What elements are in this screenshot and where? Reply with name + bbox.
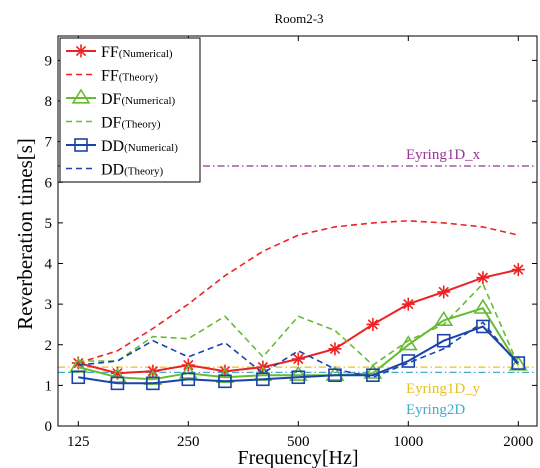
y-tick-label: 8 [45, 94, 53, 110]
x-tick-label: 250 [177, 434, 200, 450]
reference-lines: Eyring1D_x Eyring1D_y Eyring2D [58, 147, 537, 418]
legend-marker [71, 88, 91, 104]
legend-entry: DD(Theory) [101, 162, 164, 179]
data-point [108, 367, 127, 383]
data-point-stroke [513, 264, 524, 275]
data-point [291, 370, 306, 385]
legend-series-name: DF [101, 115, 122, 132]
y-tick-label: 7 [45, 135, 53, 151]
legend-entry: DF(Theory) [101, 115, 161, 132]
y-tick-label: 3 [45, 297, 53, 313]
data-point-stroke [293, 353, 304, 365]
legend-series-qualifier: (Numerical) [124, 142, 178, 154]
data-point [325, 365, 345, 381]
data-point [218, 374, 232, 389]
data-point-stroke [367, 319, 379, 330]
data-point [366, 317, 380, 331]
legend-series-name: DD [101, 162, 124, 179]
x-tick-label: 500 [287, 434, 310, 450]
data-point [71, 370, 86, 385]
y-tick-label: 6 [45, 175, 53, 191]
data-point [146, 376, 160, 391]
data-point [401, 297, 415, 311]
legend-entry: FF(Numerical) [101, 44, 173, 61]
legend-series-qualifier: (Theory) [124, 166, 163, 178]
legend: FF(Numerical)FF(Theory)DF(Numerical)DF(T… [59, 37, 201, 183]
data-point [178, 363, 198, 379]
y-tick-label: 5 [45, 216, 53, 232]
legend-marker-stroke [75, 45, 87, 57]
y-axis-label: Reverberation times[s] [13, 138, 37, 330]
legend-box [59, 37, 201, 183]
data-point [328, 342, 342, 356]
data-point [291, 352, 305, 366]
data-point [511, 263, 525, 277]
series-line [78, 282, 520, 367]
series-line [78, 321, 519, 379]
legend-series-qualifier: (Theory) [121, 119, 160, 131]
y-tick-label: 9 [45, 53, 53, 69]
y-tick-label: 4 [45, 257, 53, 273]
series-line [78, 325, 520, 385]
data-point [288, 365, 308, 381]
data-point [256, 372, 270, 387]
series-layer [68, 219, 528, 391]
data-point [437, 285, 451, 299]
x-axis-label: Frequency[Hz] [237, 447, 358, 468]
legend-entry: FF(Theory) [101, 68, 158, 85]
data-point-stroke [477, 272, 489, 283]
series-line [78, 307, 520, 381]
chart-title: Room2-3 [274, 11, 323, 26]
data-point [508, 355, 528, 371]
data-point [398, 335, 418, 351]
data-point-stroke [438, 286, 449, 298]
series-line [78, 219, 519, 364]
y-tick-label: 2 [45, 338, 53, 354]
data-point-stroke [329, 343, 341, 354]
plot-frame [57, 35, 538, 427]
data-point [363, 363, 383, 379]
y-tick-label: 0 [45, 419, 53, 435]
data-point [473, 298, 493, 314]
data-point-stroke [403, 298, 414, 310]
ref-label: Eyring1D_y [406, 381, 481, 397]
data-point-stroke [73, 357, 84, 369]
legend-series-name: DD [101, 138, 124, 155]
legend-entry: DF(Numerical) [101, 91, 176, 108]
data-point [511, 356, 526, 370]
y-tick-label: 1 [45, 378, 53, 394]
legend-marker [74, 138, 88, 152]
legend-series-name: FF [101, 44, 119, 61]
legend-series-name: FF [101, 68, 119, 85]
legend-entry: DD(Numerical) [101, 138, 178, 155]
data-point [476, 271, 490, 285]
x-tick-label: 1000 [393, 434, 423, 450]
legend-series-qualifier: (Numerical) [121, 95, 175, 107]
legend-marker [74, 44, 88, 58]
ref-label: Eyring2D [406, 402, 465, 418]
x-tick-label: 2000 [503, 434, 533, 450]
legend-series-qualifier: (Numerical) [119, 48, 173, 60]
x-tick-label: 125 [67, 434, 90, 450]
data-point [436, 333, 451, 348]
ref-label: Eyring1D_x [406, 147, 481, 163]
data-point [110, 376, 125, 391]
legend-series-name: DF [101, 91, 122, 108]
axis-ticks: 0 1 2 3 4 5 6 7 8 9 125 250 500 1000 2000 [45, 36, 537, 450]
legend-series-qualifier: (Theory) [119, 72, 158, 84]
data-point [181, 372, 196, 387]
